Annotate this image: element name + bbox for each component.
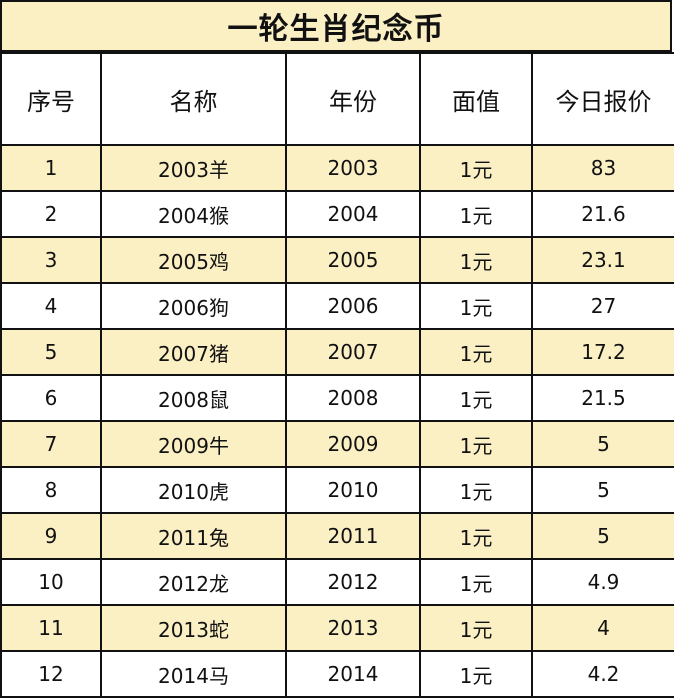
- cell-year: 2007: [285, 328, 421, 376]
- cell-index: 4: [0, 282, 102, 330]
- cell-name: 2009牛: [100, 420, 287, 468]
- cell-year: 2010: [285, 466, 421, 514]
- cell-price: 83: [531, 144, 674, 192]
- cell-face-value: 1元: [419, 558, 533, 606]
- cell-price: 27: [531, 282, 674, 330]
- cell-face-value: 1元: [419, 328, 533, 376]
- cell-year: 2009: [285, 420, 421, 468]
- table-title: 一轮生肖纪念币: [2, 2, 672, 52]
- data-table: 序号 名称 年份 面值 今日报价 1 2003羊 2003 1元 83 2 2004猴 200…: [0, 52, 674, 698]
- cell-price: 5: [531, 466, 674, 514]
- cell-index: 6: [0, 374, 102, 422]
- cell-year: 2006: [285, 282, 421, 330]
- cell-year: 2011: [285, 512, 421, 560]
- table-row: 8 2010虎 2010 1元 5: [0, 466, 674, 514]
- cell-year: 2005: [285, 236, 421, 284]
- table-body: 1 2003羊 2003 1元 83 2 2004猴 2004 1元 21.6 3 2005鸡 2005…: [0, 144, 674, 698]
- table-row: 3 2005鸡 2005 1元 23.1: [0, 236, 674, 284]
- cell-name: 2011兔: [100, 512, 287, 560]
- cell-face-value: 1元: [419, 420, 533, 468]
- cell-price: 4.2: [531, 650, 674, 698]
- cell-index: 7: [0, 420, 102, 468]
- cell-index: 11: [0, 604, 102, 652]
- cell-name: 2012龙: [100, 558, 287, 606]
- cell-face-value: 1元: [419, 190, 533, 238]
- header-face-value: 面值: [419, 52, 533, 146]
- cell-price: 17.2: [531, 328, 674, 376]
- cell-index: 1: [0, 144, 102, 192]
- cell-index: 10: [0, 558, 102, 606]
- cell-name: 2010虎: [100, 466, 287, 514]
- cell-name: 2005鸡: [100, 236, 287, 284]
- table-row: 6 2008鼠 2008 1元 21.5: [0, 374, 674, 422]
- table-row: 7 2009牛 2009 1元 5: [0, 420, 674, 468]
- cell-face-value: 1元: [419, 512, 533, 560]
- cell-year: 2004: [285, 190, 421, 238]
- cell-price: 21.6: [531, 190, 674, 238]
- table-row: 11 2013蛇 2013 1元 4: [0, 604, 674, 652]
- cell-year: 2013: [285, 604, 421, 652]
- header-index: 序号: [0, 52, 102, 146]
- header-year: 年份: [285, 52, 421, 146]
- cell-price: 21.5: [531, 374, 674, 422]
- header-row: 序号 名称 年份 面值 今日报价: [0, 52, 674, 146]
- table-row: 1 2003羊 2003 1元 83: [0, 144, 674, 192]
- cell-name: 2013蛇: [100, 604, 287, 652]
- cell-name: 2003羊: [100, 144, 287, 192]
- cell-name: 2008鼠: [100, 374, 287, 422]
- cell-year: 2014: [285, 650, 421, 698]
- cell-index: 8: [0, 466, 102, 514]
- cell-face-value: 1元: [419, 236, 533, 284]
- cell-year: 2012: [285, 558, 421, 606]
- cell-index: 5: [0, 328, 102, 376]
- cell-price: 5: [531, 512, 674, 560]
- cell-price: 23.1: [531, 236, 674, 284]
- cell-name: 2004猴: [100, 190, 287, 238]
- table-row: 2 2004猴 2004 1元 21.6: [0, 190, 674, 238]
- table-row: 12 2014马 2014 1元 4.2: [0, 650, 674, 698]
- table-row: 4 2006狗 2006 1元 27: [0, 282, 674, 330]
- cell-face-value: 1元: [419, 282, 533, 330]
- table-row: 10 2012龙 2012 1元 4.9: [0, 558, 674, 606]
- cell-index: 2: [0, 190, 102, 238]
- cell-price: 5: [531, 420, 674, 468]
- cell-year: 2008: [285, 374, 421, 422]
- cell-index: 12: [0, 650, 102, 698]
- cell-index: 3: [0, 236, 102, 284]
- cell-name: 2014马: [100, 650, 287, 698]
- cell-index: 9: [0, 512, 102, 560]
- cell-name: 2006狗: [100, 282, 287, 330]
- cell-face-value: 1元: [419, 650, 533, 698]
- cell-price: 4.9: [531, 558, 674, 606]
- header-name: 名称: [100, 52, 287, 146]
- header-today-price: 今日报价: [531, 52, 674, 146]
- cell-price: 4: [531, 604, 674, 652]
- cell-face-value: 1元: [419, 144, 533, 192]
- cell-face-value: 1元: [419, 604, 533, 652]
- cell-year: 2003: [285, 144, 421, 192]
- cell-name: 2007猪: [100, 328, 287, 376]
- table-row: 5 2007猪 2007 1元 17.2: [0, 328, 674, 376]
- table-row: 9 2011兔 2011 1元 5: [0, 512, 674, 560]
- cell-face-value: 1元: [419, 466, 533, 514]
- cell-face-value: 1元: [419, 374, 533, 422]
